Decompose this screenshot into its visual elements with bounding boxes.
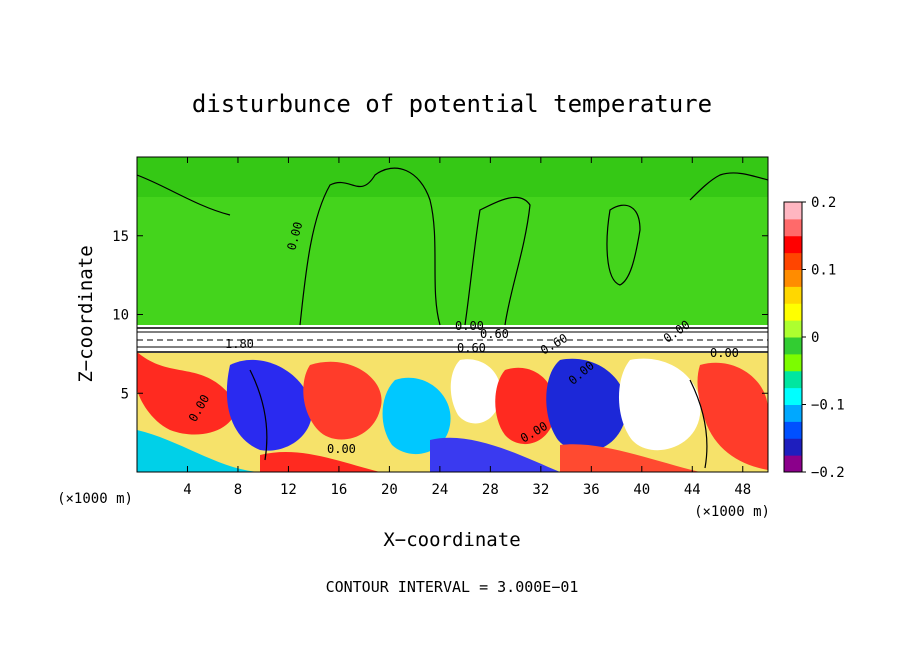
- colorbar-tick-label: 0.2: [811, 195, 836, 211]
- y-tick-label: 10: [112, 308, 129, 324]
- colorbar-swatch: [784, 455, 802, 473]
- colorbar-ticks: 0.2 0.1 0 −0.1 −0.2: [802, 195, 845, 481]
- contour-label: 0.00: [327, 442, 356, 456]
- colorbar-swatch: [784, 404, 802, 422]
- x-unit-right: (×1000 m): [694, 504, 770, 520]
- y-tick-label: 5: [121, 386, 129, 402]
- colorbar-tick-label: 0: [811, 330, 819, 346]
- colorbar: [783, 201, 803, 473]
- lower-field: [137, 352, 768, 472]
- contour-lines: [137, 167, 768, 469]
- x-tick-label: 16: [330, 482, 347, 498]
- colorbar-swatch: [784, 218, 802, 237]
- chart-title: disturbunce of potential temperature: [192, 90, 712, 118]
- x-tick-label: 8: [234, 482, 242, 498]
- colorbar-tick-label: −0.2: [811, 465, 845, 481]
- colorbar-swatch: [784, 320, 802, 338]
- interface-layer: [137, 325, 768, 353]
- contour-label: 0.60: [457, 341, 486, 355]
- colorbar-swatch: [784, 235, 802, 254]
- y-ticks: 5 10 15: [112, 229, 768, 402]
- x-tick-label: 28: [482, 482, 499, 498]
- x-unit-left: (×1000 m): [57, 491, 133, 507]
- plot-area: 0.00 1.80 0.60 0.00 0.60 0.00 0.00 0.00 …: [137, 157, 768, 472]
- colorbar-swatch: [784, 286, 802, 304]
- x-tick-label: 32: [532, 482, 549, 498]
- x-tick-label: 40: [633, 482, 650, 498]
- upper-band: [137, 157, 768, 197]
- colorbar-swatch: [784, 421, 802, 439]
- colorbar-tick-label: 0.1: [811, 263, 836, 279]
- colorbar-swatch: [784, 370, 802, 389]
- contour-label: 0.00: [710, 346, 739, 360]
- x-tick-label: 24: [431, 482, 448, 498]
- colorbar-swatch: [784, 353, 802, 372]
- y-axis-label: Z−coordinate: [75, 245, 97, 382]
- x-tick-label: 48: [734, 482, 751, 498]
- x-tick-label: 20: [381, 482, 398, 498]
- contour-label: 0.00: [455, 319, 484, 333]
- x-ticks: 4 8 12 16 20 24 28 32 36 40 44 48: [183, 157, 751, 498]
- x-tick-label: 44: [684, 482, 701, 498]
- contour-label: 0.60: [480, 327, 509, 341]
- y-tick-label: 15: [112, 229, 129, 245]
- colorbar-swatch: [784, 252, 802, 270]
- x-tick-label: 4: [183, 482, 191, 498]
- x-tick-label: 36: [583, 482, 600, 498]
- colorbar-swatch: [784, 438, 802, 456]
- colorbar-swatch: [784, 269, 802, 287]
- colorbar-swatch: [784, 303, 802, 321]
- contour-label: 1.80: [225, 337, 254, 351]
- contour-interval-note: CONTOUR INTERVAL = 3.000E−01: [326, 578, 579, 596]
- x-axis-label: X−coordinate: [383, 529, 520, 551]
- colorbar-swatch: [784, 387, 802, 405]
- colorbar-tick-label: −0.1: [811, 398, 845, 414]
- colorbar-swatch: [784, 202, 802, 220]
- x-tick-label: 12: [280, 482, 297, 498]
- colorbar-swatch: [784, 337, 802, 355]
